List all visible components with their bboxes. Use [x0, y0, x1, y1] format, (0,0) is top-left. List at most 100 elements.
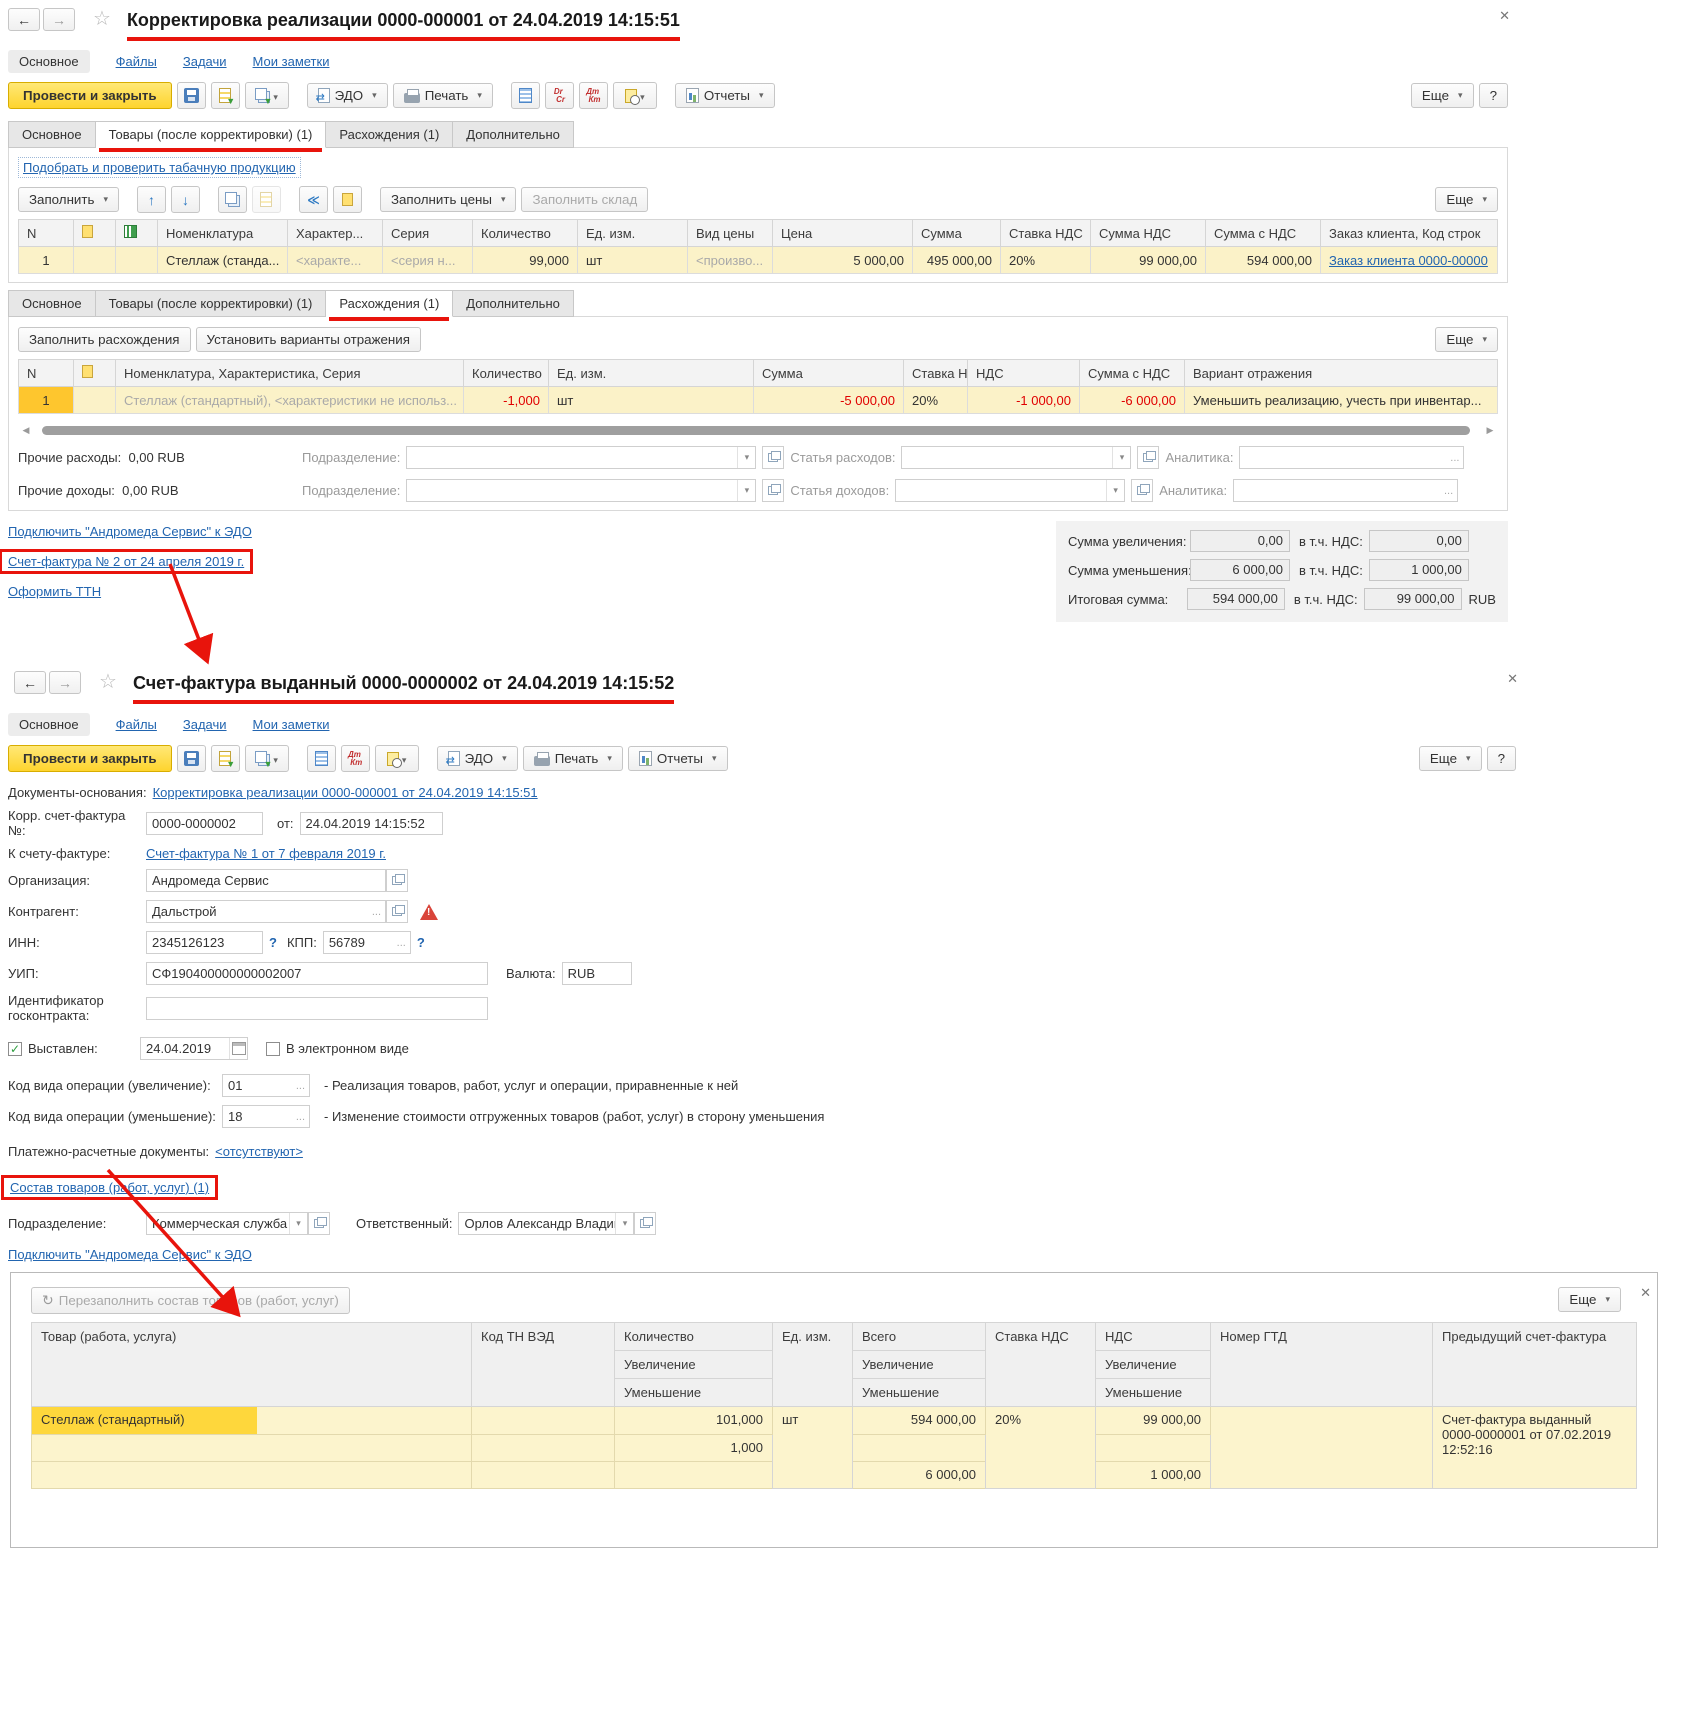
- refill-goods-button[interactable]: ↻ Перезаполнить состав товаров (работ, ус…: [31, 1287, 350, 1314]
- organization-field[interactable]: [146, 869, 386, 892]
- yellow-page-button[interactable]: [332, 186, 362, 213]
- open-contractor-button[interactable]: [386, 900, 408, 923]
- invoice-number-field[interactable]: [146, 811, 263, 835]
- connect-edo-link[interactable]: Подключить "Андромеда Сервис" к ЭДО: [8, 1247, 252, 1262]
- reports-menu-button[interactable]: Отчеты: [674, 83, 775, 108]
- ellipsis-button[interactable]: ...: [1450, 451, 1460, 464]
- back-button[interactable]: ←: [14, 671, 46, 694]
- close-icon[interactable]: ✕: [1507, 671, 1518, 686]
- fill-warehouse-button[interactable]: Заполнить склад: [521, 187, 649, 212]
- op-code-increase-field[interactable]: 01...: [222, 1074, 310, 1097]
- close-icon[interactable]: ✕: [1640, 1285, 1651, 1300]
- doctab-main[interactable]: Основное: [8, 121, 96, 148]
- kpp-help-button[interactable]: ?: [416, 935, 425, 950]
- scroll-right-icon[interactable]: ▶: [1486, 424, 1494, 435]
- post-button[interactable]: ▼: [210, 82, 240, 109]
- edo-menu-button[interactable]: ЭДО: [306, 83, 388, 108]
- help-button[interactable]: ?: [1478, 83, 1508, 108]
- department-select[interactable]: Коммерческая служба ▾: [146, 1212, 308, 1235]
- open-article-button[interactable]: [1137, 446, 1160, 469]
- goods-more-button[interactable]: Еще: [1435, 187, 1498, 212]
- favorite-star-icon[interactable]: ☆: [93, 8, 111, 30]
- ellipsis-button[interactable]: ...: [295, 1079, 305, 1092]
- more-button[interactable]: Еще: [1410, 83, 1474, 108]
- electronic-checkbox[interactable]: [266, 1041, 280, 1056]
- reports-menu-button[interactable]: Отчеты: [627, 746, 728, 771]
- copy-row-button[interactable]: [217, 186, 247, 213]
- table-row[interactable]: 1 Стеллаж (стандартный), <характеристики…: [18, 386, 1498, 414]
- back-button[interactable]: ←: [8, 8, 40, 31]
- move-up-button[interactable]: ↑: [136, 186, 166, 213]
- base-document-link[interactable]: Корректировка реализации 0000-000001 от …: [152, 785, 538, 800]
- tab-files[interactable]: Файлы: [115, 54, 157, 69]
- doctab-differences[interactable]: Расхождения (1): [326, 121, 454, 148]
- expenses-article-select[interactable]: ▾: [901, 446, 1132, 469]
- post-button[interactable]: ▼: [210, 745, 240, 772]
- tab-main[interactable]: Основное: [8, 50, 90, 73]
- fill-menu-button[interactable]: Заполнить: [18, 187, 119, 212]
- kpp-field[interactable]: 56789...: [322, 931, 411, 954]
- issued-checkbox[interactable]: [8, 1041, 22, 1056]
- forward-button[interactable]: →: [43, 8, 75, 31]
- differences-more-button[interactable]: Еще: [1435, 327, 1498, 352]
- dtkt-button[interactable]: Дт Кт: [578, 82, 608, 109]
- income-analytics-field[interactable]: ...: [1233, 479, 1459, 502]
- doctab-goods[interactable]: Товары (после корректировки) (1): [95, 121, 327, 152]
- ellipsis-button[interactable]: ...: [295, 1110, 305, 1123]
- tab-files[interactable]: Файлы: [115, 717, 157, 732]
- close-icon[interactable]: ✕: [1499, 8, 1510, 23]
- favorite-star-icon[interactable]: ☆: [99, 671, 117, 693]
- doctab-main[interactable]: Основное: [8, 290, 96, 317]
- history-menu-button[interactable]: [374, 745, 419, 772]
- forward-button[interactable]: →: [49, 671, 81, 694]
- tab-notes[interactable]: Мои заметки: [252, 717, 330, 732]
- expenses-analytics-field[interactable]: ...: [1239, 446, 1465, 469]
- table-row[interactable]: Стеллаж (стандартный) 101,000 шт 594 000…: [31, 1406, 1637, 1489]
- scroll-left-icon[interactable]: ◀: [22, 424, 30, 435]
- fill-differences-button[interactable]: Заполнить расхождения: [18, 327, 191, 352]
- open-department-button[interactable]: [308, 1212, 330, 1235]
- dtkt-button[interactable]: Дт Кт: [340, 745, 370, 772]
- expenses-department-select[interactable]: ▾: [406, 446, 757, 469]
- save-button[interactable]: [176, 82, 206, 109]
- contractor-field[interactable]: Дальстрой...: [146, 900, 386, 923]
- tab-notes[interactable]: Мои заметки: [252, 54, 330, 69]
- customer-order-link[interactable]: Заказ клиента 0000-00000: [1329, 252, 1488, 268]
- ellipsis-button[interactable]: ...: [396, 936, 406, 949]
- doctab-differences[interactable]: Расхождения (1): [326, 290, 454, 321]
- share-button[interactable]: ≪: [298, 186, 328, 213]
- ellipsis-button[interactable]: ...: [371, 905, 381, 918]
- post-and-close-button[interactable]: Провести и закрыть: [8, 745, 172, 772]
- ttn-link[interactable]: Оформить ТТН: [8, 584, 102, 599]
- open-department-button[interactable]: [762, 479, 785, 502]
- open-article-button[interactable]: [1131, 479, 1154, 502]
- help-button[interactable]: ?: [1486, 746, 1516, 771]
- tab-main[interactable]: Основное: [8, 713, 90, 736]
- copy-menu-button[interactable]: ▼: [244, 82, 289, 109]
- ellipsis-button[interactable]: ...: [1443, 484, 1454, 497]
- open-department-button[interactable]: [762, 446, 785, 469]
- save-button[interactable]: [176, 745, 206, 772]
- original-invoice-link[interactable]: Счет-фактура № 1 от 7 февраля 2019 г.: [146, 846, 386, 861]
- structure-button[interactable]: [510, 82, 540, 109]
- inn-field[interactable]: [146, 931, 263, 954]
- invoice-date-field[interactable]: [299, 811, 443, 835]
- op-code-decrease-field[interactable]: 18...: [222, 1105, 310, 1128]
- issued-date-field[interactable]: 24.04.2019: [140, 1037, 248, 1060]
- fill-prices-button[interactable]: Заполнить цены: [379, 187, 517, 212]
- open-responsible-button[interactable]: [634, 1212, 657, 1235]
- print-menu-button[interactable]: Печать: [522, 746, 623, 771]
- inn-help-button[interactable]: ?: [269, 935, 277, 950]
- scrollbar-thumb[interactable]: [42, 425, 1470, 435]
- income-article-select[interactable]: ▾: [895, 479, 1126, 502]
- panel-more-button[interactable]: Еще: [1558, 1287, 1621, 1312]
- invoice-link[interactable]: Счет-фактура № 2 от 24 апреля 2019 г.: [8, 554, 245, 569]
- drcr-button[interactable]: Dr Cr: [544, 82, 574, 109]
- tab-tasks[interactable]: Задачи: [182, 54, 227, 69]
- goods-composition-link[interactable]: Состав товаров (работ, услуг) (1): [10, 1180, 210, 1195]
- tobacco-check-link[interactable]: Подобрать и проверить табачную продукцию: [18, 157, 301, 178]
- table-row-decrease[interactable]: 6 000,00 1 000,00: [31, 1461, 1637, 1489]
- doctab-goods[interactable]: Товары (после корректировки) (1): [95, 290, 327, 317]
- set-variants-button[interactable]: Установить варианты отражения: [195, 327, 421, 352]
- open-organization-button[interactable]: [386, 869, 408, 892]
